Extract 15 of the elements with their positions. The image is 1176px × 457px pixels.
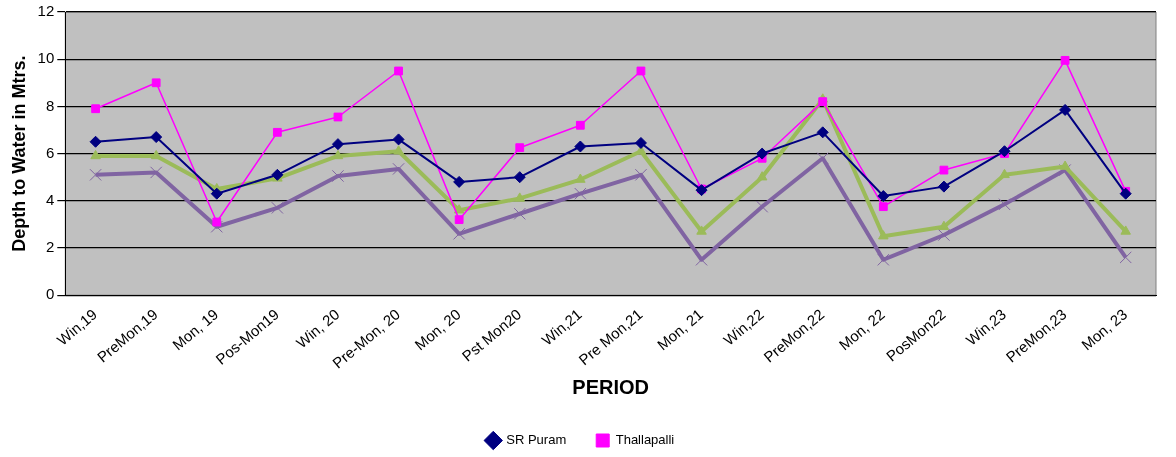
y-tick-label: 4 xyxy=(45,190,55,208)
y-tick-label: 2 xyxy=(45,238,55,256)
y-tick-label: 12 xyxy=(37,2,55,20)
x-tick-label: Win, 20 xyxy=(292,305,343,352)
y-tick-label: 6 xyxy=(45,143,55,161)
x-axis-title: PERIOD xyxy=(572,375,649,398)
x-tick-label: Mon, 23 xyxy=(1077,305,1131,354)
y-axis-title: Depth to Water in Mtrs. xyxy=(8,55,29,252)
legend-label: Thallapalli xyxy=(615,432,675,448)
y-tick-label: 10 xyxy=(37,49,55,67)
legend-label: SR Puram xyxy=(506,432,567,448)
x-tick-label: Mon, 21 xyxy=(653,305,707,354)
y-tick-label: 8 xyxy=(45,96,55,114)
y-tick-label: 0 xyxy=(45,285,55,303)
x-tick-label: Mon, 19 xyxy=(168,305,222,354)
